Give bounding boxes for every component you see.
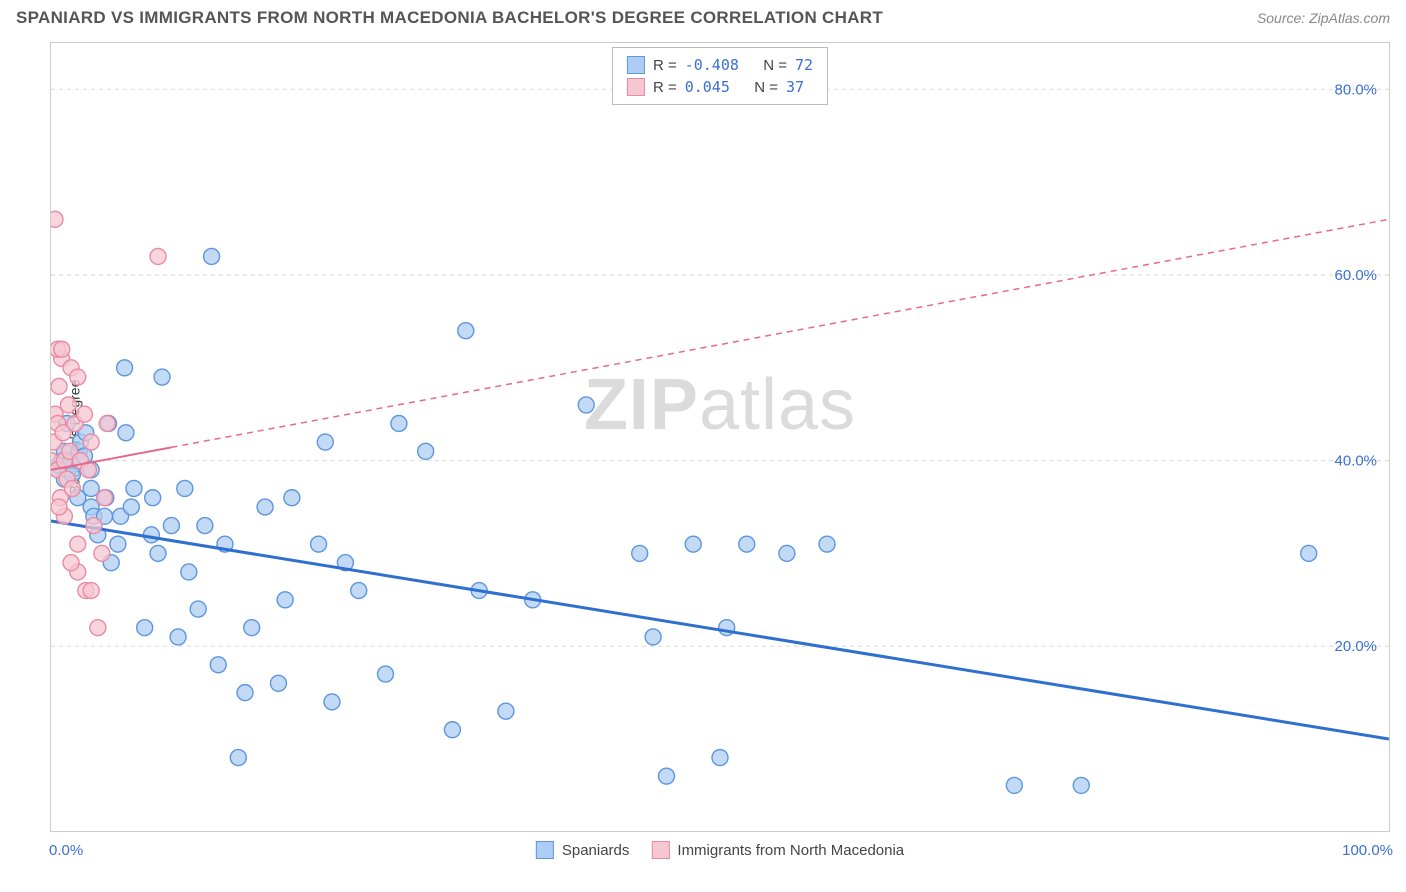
svg-text:20.0%: 20.0% xyxy=(1335,638,1377,655)
legend-swatch xyxy=(627,78,645,96)
chart-area: Bachelor's Degree 20.0%40.0%60.0%80.0% Z… xyxy=(50,42,1390,832)
x-axis-min-label: 0.0% xyxy=(49,842,83,859)
header: SPANIARD VS IMMIGRANTS FROM NORTH MACEDO… xyxy=(0,0,1406,32)
legend-swatch xyxy=(651,841,669,859)
x-axis-max-label: 100.0% xyxy=(1342,842,1393,859)
chart-title: SPANIARD VS IMMIGRANTS FROM NORTH MACEDO… xyxy=(16,8,883,28)
source-attribution: Source: ZipAtlas.com xyxy=(1257,10,1390,26)
svg-text:40.0%: 40.0% xyxy=(1335,453,1377,470)
legend-swatch xyxy=(536,841,554,859)
correlation-legend-row: R =-0.408 N =72 xyxy=(627,54,813,76)
legend-swatch xyxy=(627,56,645,74)
correlation-legend-row: R = 0.045 N =37 xyxy=(627,76,813,98)
scatter-plot-svg: 20.0% 40.0% 60.0% 80.0% xyxy=(51,43,1389,832)
series-legend-item: Immigrants from North Macedonia xyxy=(651,841,904,859)
svg-text:60.0%: 60.0% xyxy=(1335,267,1377,284)
series-legend: Spaniards Immigrants from North Macedonia xyxy=(536,841,904,859)
correlation-legend: R =-0.408 N =72 R = 0.045 N =37 xyxy=(612,47,828,105)
svg-text:80.0%: 80.0% xyxy=(1335,81,1377,98)
series-legend-item: Spaniards xyxy=(536,841,630,859)
